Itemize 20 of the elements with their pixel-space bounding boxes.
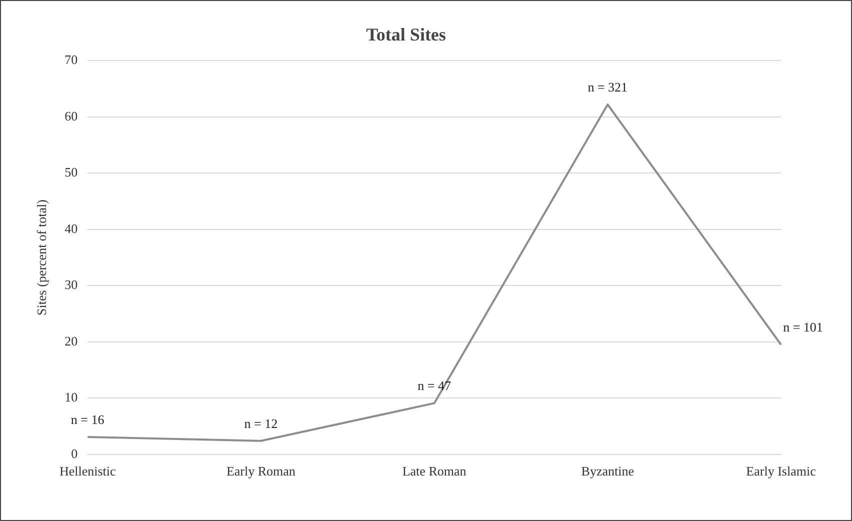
x-tick-label: Early Roman bbox=[226, 464, 296, 479]
y-tick-label: 50 bbox=[64, 164, 78, 180]
y-tick-label: 60 bbox=[64, 108, 78, 124]
y-tick-label: 10 bbox=[64, 390, 78, 405]
y-tick-label: 40 bbox=[64, 220, 78, 236]
annotation: n = 321 bbox=[588, 79, 628, 94]
x-tick-label: Byzantine bbox=[581, 464, 634, 479]
y-tick-label: 30 bbox=[64, 277, 78, 292]
y-tick-label: 0 bbox=[71, 446, 78, 461]
chart-title: Total Sites bbox=[366, 24, 446, 44]
annotation: n = 12 bbox=[244, 416, 278, 431]
y-tick-label: 20 bbox=[64, 333, 78, 348]
x-tick-label: Early Islamic bbox=[746, 464, 816, 479]
annotation: n = 16 bbox=[70, 412, 105, 427]
annotation: n = 101 bbox=[783, 320, 823, 335]
y-axis-title: Sites (percent of total) bbox=[34, 200, 50, 316]
annotation: n = 47 bbox=[418, 378, 452, 394]
x-tick-label: Late Roman bbox=[402, 464, 467, 479]
x-tick-label: Hellenistic bbox=[59, 464, 116, 479]
y-tick-label: 70 bbox=[64, 52, 78, 68]
